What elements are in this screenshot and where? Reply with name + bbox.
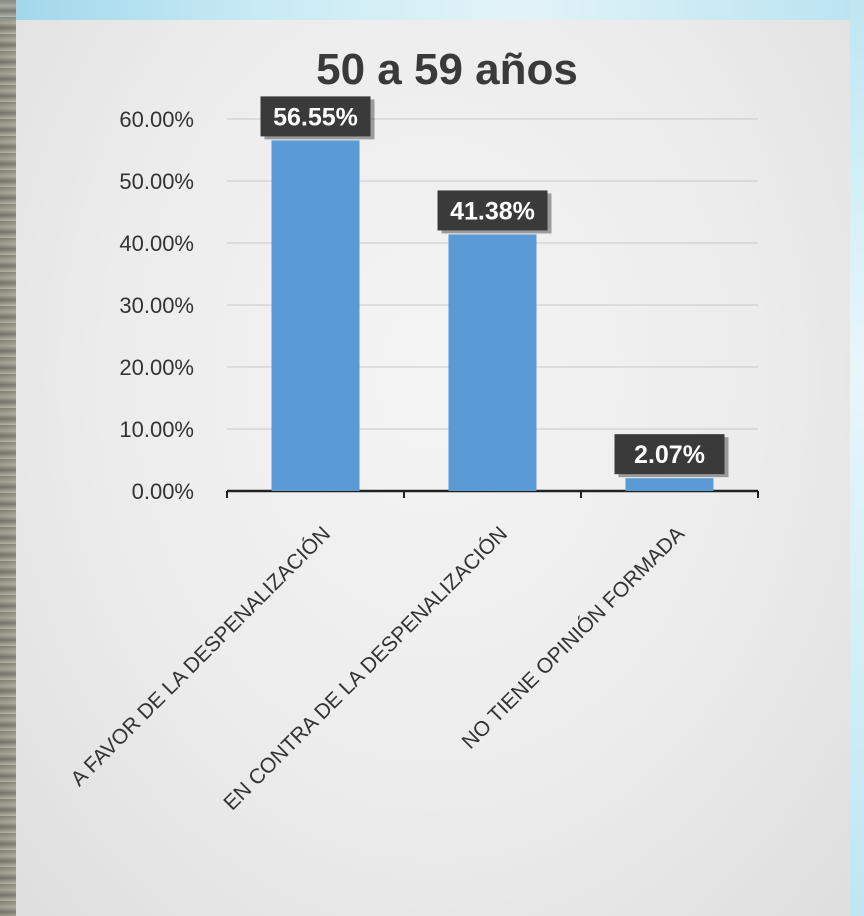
y-tick-label: 60.00% [119, 107, 194, 132]
background-left-band [0, 0, 16, 916]
data-label: 41.38% [450, 197, 535, 225]
bar[interactable] [448, 234, 537, 491]
chart-title: 50 a 59 años [316, 45, 578, 94]
y-tick-label: 10.00% [119, 417, 194, 442]
y-tick-label: 0.00% [132, 479, 194, 504]
y-tick-label: 30.00% [119, 293, 194, 318]
data-label: 56.55% [273, 103, 358, 131]
y-tick-label: 20.00% [119, 355, 194, 380]
bar[interactable] [271, 140, 360, 491]
data-label-box [614, 434, 725, 475]
y-tick-label: 40.00% [119, 231, 194, 256]
bar-chart: 0.00% 10.00% 20.00% 30.00% 40.00% 50.00% 60.00… [67, 45, 759, 815]
data-label-box [437, 190, 548, 231]
data-label: 2.07% [634, 441, 705, 469]
category-label: EN CONTRA DE LA DESPENALIZACIÓN [219, 522, 512, 815]
y-tick-label: 50.00% [119, 169, 194, 194]
background-right-band [850, 0, 864, 916]
chart-card: 0.00% 10.00% 20.00% 30.00% 40.00% 50.00% 60.00… [16, 20, 850, 916]
bar[interactable] [625, 478, 714, 491]
data-label-box [260, 96, 371, 137]
background-top-band [0, 0, 864, 20]
